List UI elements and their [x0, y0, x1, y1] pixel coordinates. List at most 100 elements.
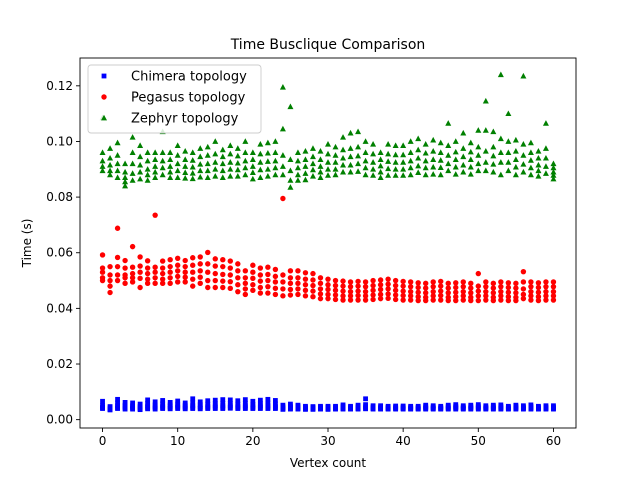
data-point [167, 174, 174, 181]
x-tick-label: 0 [99, 434, 107, 448]
data-point [415, 297, 421, 304]
data-point [280, 279, 286, 285]
data-point [310, 288, 316, 294]
data-point [467, 163, 474, 170]
data-point [294, 149, 301, 155]
data-point [145, 401, 151, 406]
data-point [295, 406, 301, 412]
data-point [107, 145, 114, 151]
data-point [220, 284, 226, 291]
data-point [407, 149, 414, 155]
data-point [385, 276, 391, 282]
data-point [452, 163, 459, 170]
data-point [452, 156, 459, 162]
data-point [483, 297, 489, 303]
data-point [332, 282, 339, 289]
data-point [137, 275, 143, 282]
data-point [220, 278, 226, 284]
data-point [505, 297, 512, 304]
data-point [512, 163, 519, 170]
data-point [212, 397, 218, 403]
data-point [467, 156, 474, 162]
data-point [197, 167, 204, 174]
data-point [483, 293, 489, 299]
data-point [445, 406, 451, 412]
data-point [535, 289, 542, 295]
data-point [453, 284, 459, 291]
data-point [520, 291, 527, 298]
data-point [220, 397, 226, 403]
data-point [144, 166, 151, 172]
data-point [317, 156, 324, 162]
data-point [362, 157, 369, 164]
data-point [122, 275, 128, 281]
data-point [242, 275, 249, 281]
data-point [204, 143, 211, 150]
data-point [122, 160, 129, 167]
data-point [520, 141, 527, 147]
data-point [460, 297, 466, 303]
data-point [174, 255, 181, 262]
data-point [347, 168, 354, 175]
data-point [235, 406, 241, 411]
data-point [317, 295, 324, 302]
data-point [287, 286, 294, 293]
data-point [400, 283, 406, 289]
data-point [490, 285, 497, 291]
x-tick-label: 40 [396, 434, 411, 448]
data-point [197, 161, 204, 167]
data-point [272, 157, 279, 164]
data-point [294, 157, 301, 164]
data-point [144, 276, 151, 282]
data-point [107, 277, 113, 284]
data-point [370, 406, 376, 412]
data-point [505, 138, 512, 144]
data-point [520, 168, 527, 175]
data-point [295, 275, 301, 281]
data-point [415, 146, 422, 153]
data-point [385, 165, 392, 172]
data-point [505, 159, 512, 165]
data-point [159, 265, 166, 271]
data-point [114, 225, 121, 231]
y-tick-label: 0.02 [46, 357, 73, 371]
data-point [174, 167, 181, 174]
data-point [332, 287, 339, 293]
data-point [377, 277, 384, 283]
data-point [204, 167, 211, 174]
data-point [422, 141, 429, 147]
data-point [295, 268, 301, 274]
data-point [114, 174, 121, 181]
data-point [536, 406, 541, 412]
data-point [400, 159, 407, 165]
data-point [377, 149, 384, 155]
data-point [160, 398, 166, 403]
data-point [348, 406, 353, 412]
data-point [250, 287, 256, 293]
data-point [467, 171, 474, 177]
data-point [137, 263, 143, 269]
data-point [453, 280, 459, 286]
data-point [407, 157, 414, 164]
data-point [174, 142, 181, 149]
data-point [257, 150, 264, 157]
data-point [407, 279, 414, 285]
data-point [144, 270, 151, 277]
data-point [355, 128, 362, 135]
data-point [355, 152, 362, 159]
data-point [264, 149, 271, 156]
data-point [535, 167, 542, 174]
data-point [355, 143, 362, 150]
data-point [190, 255, 196, 261]
data-point [437, 149, 444, 155]
y-tick-label: 0.06 [46, 246, 73, 260]
data-point [332, 159, 339, 165]
data-point [340, 161, 347, 168]
data-point [167, 269, 173, 275]
data-point [505, 284, 512, 291]
data-point [107, 407, 113, 413]
data-point [219, 153, 226, 160]
data-point [445, 297, 451, 304]
data-point [235, 268, 241, 274]
data-point [527, 157, 534, 163]
